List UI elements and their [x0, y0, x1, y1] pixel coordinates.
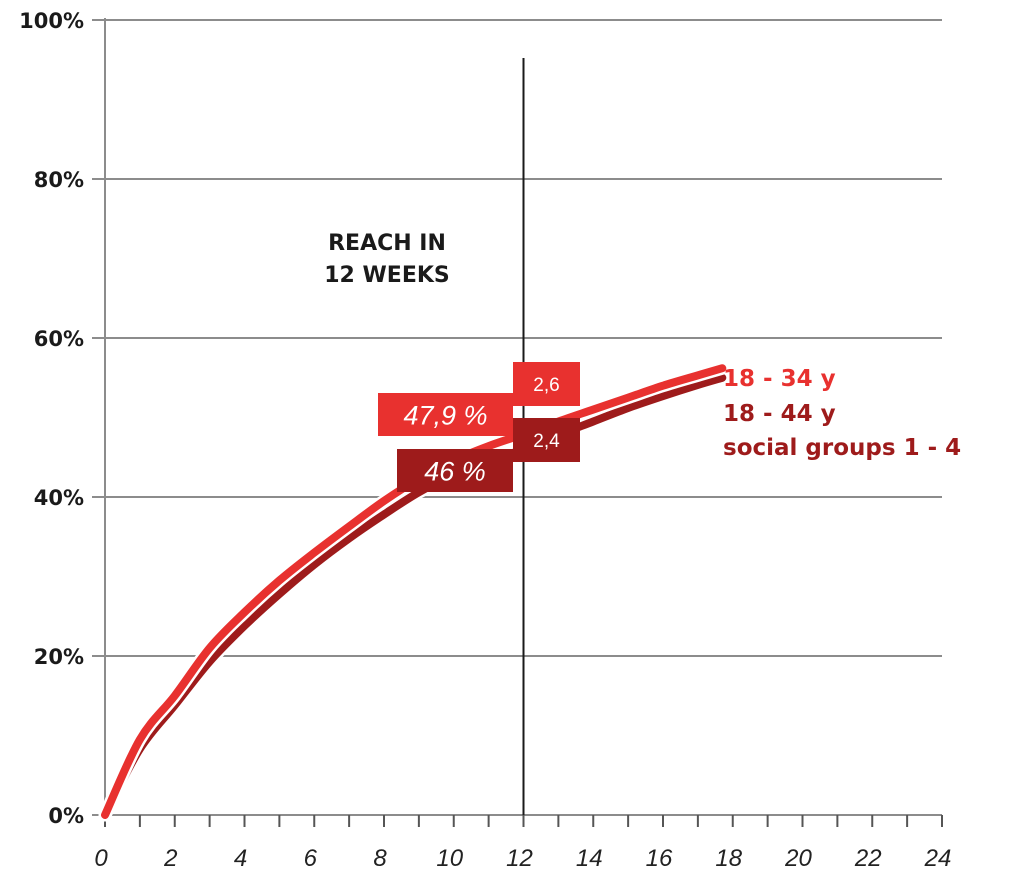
y-tick-label: 0% — [48, 804, 84, 828]
x-tick-label: 18 — [715, 845, 742, 872]
legend: 18 - 34 y 18 - 44 y social groups 1 - 4 — [723, 366, 961, 461]
x-tick-label: 22 — [854, 845, 882, 872]
y-tick-label: 20% — [34, 645, 84, 669]
value-labels: 47,9 % 46 % 2,6 2,4 — [378, 362, 580, 492]
series-line-18-44-social — [101, 373, 727, 819]
reach-value-18-34-text: 47,9 % — [403, 401, 487, 431]
frequency-18-34-box — [513, 362, 580, 406]
frequency-18-44-box — [513, 418, 580, 462]
marker-label-line: REACH IN — [328, 231, 446, 256]
x-tick-label: 2 — [163, 845, 177, 872]
y-tick-label: 80% — [34, 168, 84, 192]
reach-value-18-34-box — [378, 393, 513, 436]
x-tick-label: 8 — [373, 845, 387, 872]
series-lines — [98, 361, 729, 822]
marker-label-line: 12 WEEKS — [324, 263, 450, 288]
x-tick-label: 6 — [304, 845, 318, 872]
x-tick-label: 0 — [94, 845, 108, 872]
x-tick-label: 10 — [436, 845, 463, 872]
x-axis-tick-labels: 0 2 4 6 8 10 12 14 16 18 20 22 24 — [94, 845, 951, 872]
legend-entry-line: 18 - 44 y — [723, 401, 836, 427]
y-tick-label: 100% — [19, 9, 84, 33]
x-tick-label: 20 — [784, 845, 812, 872]
x-tick-label: 24 — [924, 845, 952, 872]
y-axis-tick-labels: 0% 20% 40% 60% 80% 100% — [19, 9, 84, 828]
y-tick-label: 60% — [34, 327, 84, 351]
y-tick-label: 40% — [34, 486, 84, 510]
reach-value-18-44-text: 46 % — [424, 457, 486, 487]
legend-entry-line: social groups 1 - 4 — [723, 435, 961, 461]
series-halo — [98, 371, 729, 822]
legend-entry-line: 18 - 34 y — [723, 366, 836, 392]
x-tick-label: 4 — [234, 845, 247, 872]
frequency-18-44-text: 2,4 — [533, 431, 560, 452]
week-12-marker: REACH IN 12 WEEKS — [324, 58, 525, 815]
x-tick-label: 12 — [506, 845, 533, 872]
x-tick-label: 16 — [646, 845, 673, 872]
x-tick-label: 14 — [576, 845, 603, 872]
reach-value-18-44-box — [397, 449, 513, 492]
frequency-18-34-text: 2,6 — [533, 375, 559, 396]
